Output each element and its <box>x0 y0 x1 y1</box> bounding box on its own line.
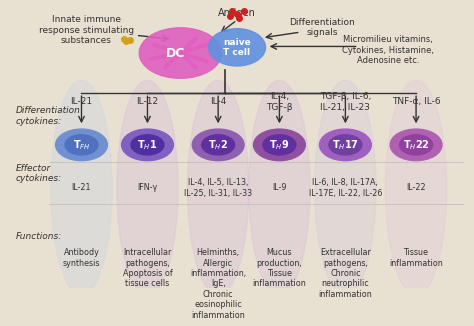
Text: TNF-α, IL-6: TNF-α, IL-6 <box>392 97 440 106</box>
Circle shape <box>201 135 235 155</box>
Circle shape <box>263 135 296 155</box>
Text: IL-4: IL-4 <box>210 97 227 106</box>
Text: Intracellular
pathogens,
Apoptosis of
tissue cells: Intracellular pathogens, Apoptosis of ti… <box>123 248 173 289</box>
Ellipse shape <box>315 80 376 296</box>
Circle shape <box>65 135 98 155</box>
Text: Tissue
inflammation: Tissue inflammation <box>389 248 443 268</box>
Text: Micromilieu vitamins,
Cytokines, Histamine,
Adenosine etc.: Micromilieu vitamins, Cytokines, Histami… <box>342 35 434 65</box>
Circle shape <box>192 129 244 161</box>
Text: IL-21: IL-21 <box>72 184 91 192</box>
Circle shape <box>390 129 442 161</box>
Text: IL-9: IL-9 <box>272 184 287 192</box>
Text: Antibody
synthesis: Antibody synthesis <box>63 248 100 268</box>
Text: Extracellular
pathogens,
Chronic
neutrophilic
inflammation: Extracellular pathogens, Chronic neutrop… <box>319 248 372 299</box>
Text: IL-22: IL-22 <box>406 184 426 192</box>
Text: T$_H$1: T$_H$1 <box>137 138 158 152</box>
Text: IL-12: IL-12 <box>137 97 158 106</box>
Text: Innate immune
response stimulating
substances: Innate immune response stimulating subst… <box>39 15 134 45</box>
Circle shape <box>131 135 164 155</box>
Circle shape <box>254 129 305 161</box>
Text: T$_H$9: T$_H$9 <box>269 138 290 152</box>
Text: Helminths,
Allergic
inflammation,
IgE,
Chronic
eosinophilic
inflammation: Helminths, Allergic inflammation, IgE, C… <box>190 248 246 319</box>
Text: IL-4, IL-5, IL-13,
IL-25, IL-31, IL-33: IL-4, IL-5, IL-13, IL-25, IL-31, IL-33 <box>184 178 252 198</box>
Text: Differentiation
signals: Differentiation signals <box>289 18 355 37</box>
Text: Differentiation
cytokines:: Differentiation cytokines: <box>16 107 81 126</box>
Text: IL-4,
TGF-β: IL-4, TGF-β <box>266 92 292 111</box>
Circle shape <box>55 129 108 161</box>
Text: IL-6, IL-8, IL-17A,
IL-17E, IL-22, IL-26: IL-6, IL-8, IL-17A, IL-17E, IL-22, IL-26 <box>309 178 382 198</box>
Ellipse shape <box>209 29 265 66</box>
Text: T$_H$22: T$_H$22 <box>402 138 429 152</box>
Text: DC: DC <box>166 47 185 60</box>
Ellipse shape <box>139 28 222 78</box>
Circle shape <box>319 129 371 161</box>
Text: T$_{FH}$: T$_{FH}$ <box>73 138 90 152</box>
Text: Effector
cytokines:: Effector cytokines: <box>16 164 62 183</box>
Ellipse shape <box>385 80 447 296</box>
Circle shape <box>121 129 173 161</box>
Text: Antigen: Antigen <box>218 8 256 18</box>
Text: IL-21: IL-21 <box>71 97 92 106</box>
Ellipse shape <box>117 80 178 296</box>
Text: TGF-β, IL-6,
IL-21, IL-23: TGF-β, IL-6, IL-21, IL-23 <box>319 92 371 111</box>
Text: Mucus
production,
Tissue
inflammation: Mucus production, Tissue inflammation <box>253 248 306 289</box>
Text: Functions:: Functions: <box>16 232 62 241</box>
Ellipse shape <box>249 80 310 296</box>
Text: IFN-γ: IFN-γ <box>137 184 157 192</box>
Circle shape <box>400 135 433 155</box>
Circle shape <box>329 135 362 155</box>
Ellipse shape <box>188 80 249 296</box>
Text: naive
T cell: naive T cell <box>223 37 251 57</box>
Text: T$_H$2: T$_H$2 <box>208 138 228 152</box>
Ellipse shape <box>51 80 112 296</box>
Text: T$_H$17: T$_H$17 <box>332 138 359 152</box>
